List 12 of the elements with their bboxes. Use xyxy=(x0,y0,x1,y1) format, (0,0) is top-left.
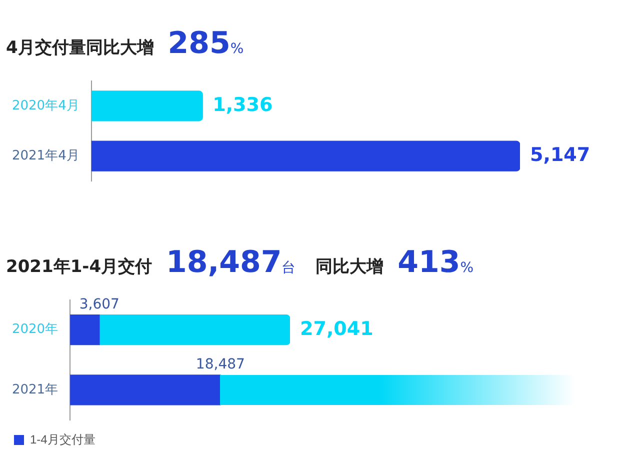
y-tick-label: 2020年4月 xyxy=(12,98,80,114)
total-label: 27,041 xyxy=(300,318,374,340)
legend-label: 1-4月交付量 xyxy=(30,432,96,446)
data-label: 5,147 xyxy=(530,144,590,166)
y-tick-label: 2021年4月 xyxy=(12,148,80,164)
y-tick-label: 2021年 xyxy=(12,382,58,398)
chart-title: 4月交付量同比大增 285% xyxy=(5,26,245,61)
y-tick-label: 2020年 xyxy=(12,322,58,338)
data-label: 3,607 xyxy=(79,296,120,312)
data-label: 18,487 xyxy=(196,356,245,373)
chart-title: 2021年1-4月交付 18,487台 同比大增 413% xyxy=(6,245,474,280)
data-label: 1,336 xyxy=(212,94,273,116)
